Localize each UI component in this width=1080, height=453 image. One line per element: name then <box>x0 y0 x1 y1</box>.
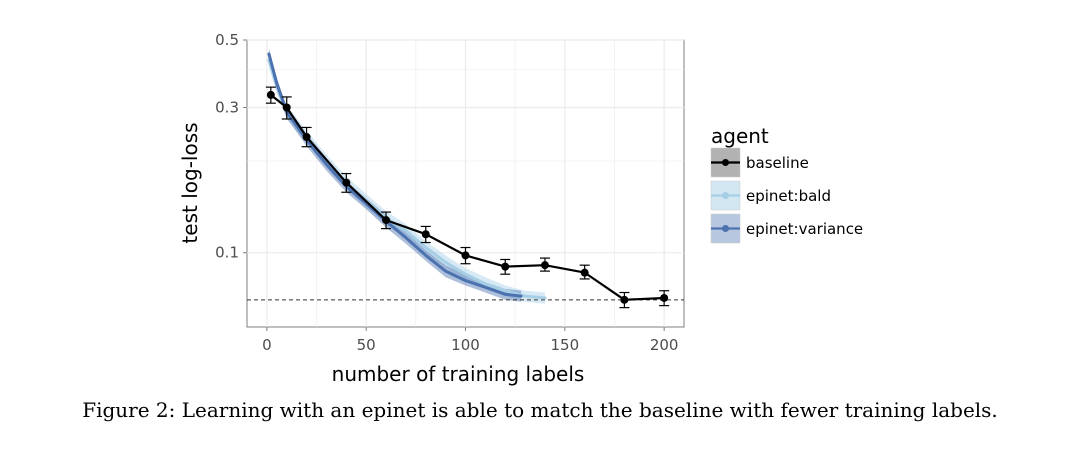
data-point-baseline <box>282 103 291 112</box>
y-axis-title: test log-loss <box>178 122 202 243</box>
x-tick-label: 50 <box>357 336 376 354</box>
grid <box>247 39 684 327</box>
y-tick-label: 0.1 <box>215 244 239 262</box>
x-tick-label: 150 <box>550 336 579 354</box>
legend-label-epinet-bald: epinet:bald <box>746 187 831 205</box>
legend-key-dot-baseline <box>722 159 729 166</box>
series-points <box>265 86 670 309</box>
x-tick-label: 100 <box>451 336 480 354</box>
data-point-baseline <box>461 251 470 260</box>
data-point-baseline <box>580 268 589 277</box>
legend-label-epinet-variance: epinet:variance <box>746 220 863 238</box>
data-point-baseline <box>382 216 391 225</box>
data-point-baseline <box>421 230 430 239</box>
data-point-baseline <box>540 261 549 270</box>
legend-title: agent <box>711 124 769 148</box>
y-tick-label: 0.3 <box>215 99 239 117</box>
x-tick-label: 0 <box>262 336 272 354</box>
legend: agent baseline epinet:bald epinet:variance <box>710 124 863 244</box>
data-point-baseline <box>302 133 311 142</box>
y-tick-label: 0.5 <box>215 31 239 49</box>
data-point-baseline <box>342 178 351 187</box>
legend-key-dot-epinet-variance <box>722 225 729 232</box>
data-point-baseline <box>660 293 669 302</box>
legend-label-baseline: baseline <box>746 154 809 172</box>
line-baseline <box>269 93 666 301</box>
y-axis-ticks: 0.1 0.3 0.5 <box>215 31 247 262</box>
chart: 0 50 100 150 200 0.1 0.3 0.5 number of trainin… <box>178 31 863 386</box>
x-tick-label: 200 <box>650 336 679 354</box>
data-point-baseline <box>266 90 275 99</box>
x-axis-ticks: 0 50 100 150 200 <box>262 327 678 354</box>
x-axis-title: number of training labels <box>332 362 585 386</box>
legend-key-dot-epinet-bald <box>722 192 729 199</box>
data-point-baseline <box>620 295 629 304</box>
figure-caption: Figure 2: Learning with an epinet is abl… <box>82 398 998 422</box>
data-point-baseline <box>501 262 510 271</box>
